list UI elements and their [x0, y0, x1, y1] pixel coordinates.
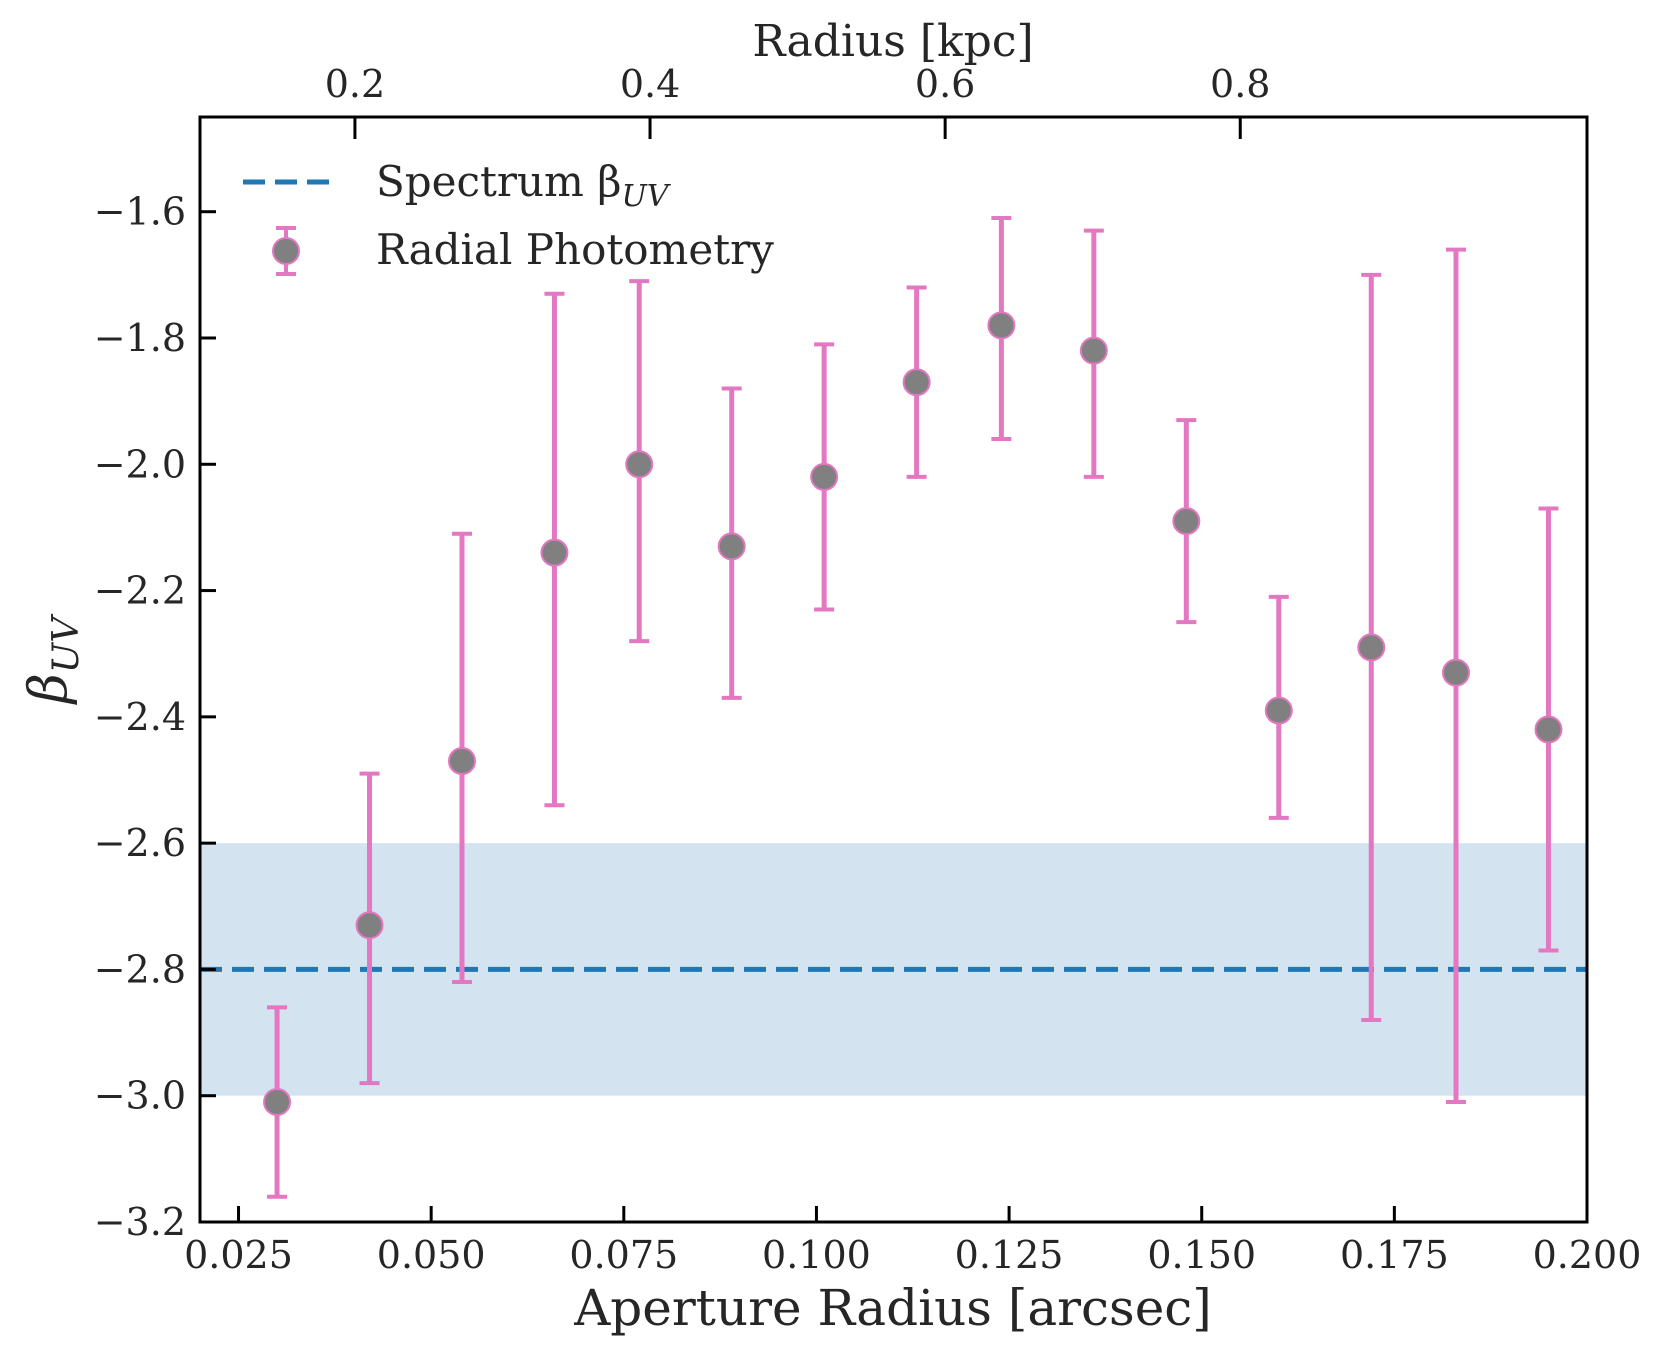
- x-tick-label: 0.200: [1533, 1233, 1642, 1277]
- top-x-tick-label: 0.8: [1210, 62, 1270, 106]
- x-tick-label: 0.175: [1340, 1233, 1449, 1277]
- top-x-ticks: 0.2 0.4 0.6 0.8: [325, 62, 1270, 139]
- x-tick-label: 0.125: [955, 1233, 1064, 1277]
- x-tick-label: 0.100: [762, 1233, 871, 1277]
- data-point: [1357, 633, 1386, 662]
- data-point: [263, 1088, 292, 1117]
- bottom-x-ticks: 0.025 0.050 0.075 0.100 0.125 0.150 0.175 0.200: [184, 1206, 1641, 1277]
- x-tick-label: 0.150: [1147, 1233, 1256, 1277]
- y-tick-label: −1.8: [94, 316, 186, 360]
- x-tick-label: 0.075: [569, 1233, 678, 1277]
- plot-frame: [198, 115, 1589, 1224]
- data-point: [625, 450, 654, 479]
- data-point: [447, 747, 476, 776]
- legend-photometry-label: Radial Photometry: [376, 225, 774, 274]
- top-x-axis-title: Radius [kpc]: [752, 16, 1033, 67]
- top-x-tick-label: 0.6: [915, 62, 975, 106]
- legend-photometry-swatch: [272, 226, 300, 276]
- axes-frame: [198, 115, 1589, 1224]
- y-tick-label: −2.8: [94, 947, 186, 991]
- y-tick-label: −2.0: [94, 442, 186, 486]
- data-point: [355, 911, 384, 940]
- legend: Spectrum βUV Radial Photometry: [243, 157, 774, 276]
- top-x-tick-label: 0.4: [620, 62, 680, 106]
- x-tick-label: 0.025: [184, 1233, 293, 1277]
- top-x-tick-label: 0.2: [325, 62, 385, 106]
- y-tick-label: −1.6: [94, 190, 186, 234]
- y-tick-label: −2.6: [94, 821, 186, 865]
- x-tick-label: 0.050: [377, 1233, 486, 1277]
- legend-spectrum-label: Spectrum βUV: [376, 157, 672, 214]
- data-point: [1172, 507, 1201, 536]
- data-point: [1534, 715, 1563, 744]
- y-axis-title: βUV: [19, 613, 87, 705]
- data-point: [1079, 336, 1108, 365]
- y-tick-label: −3.2: [94, 1200, 186, 1244]
- data-points: [263, 311, 1563, 1117]
- y-tick-label: −3.0: [94, 1074, 186, 1118]
- data-point: [1442, 658, 1471, 687]
- data-point: [987, 311, 1016, 340]
- left-y-ticks: −3.2 −3.0 −2.8 −2.6 −2.4 −2.2 −2.0 −1.8 −1.6: [94, 190, 216, 1244]
- data-point: [540, 538, 569, 567]
- y-tick-label: −2.2: [94, 569, 186, 613]
- data-point: [717, 532, 746, 561]
- data-point: [902, 368, 931, 397]
- data-point: [810, 462, 839, 491]
- data-point: [1264, 696, 1293, 725]
- y-tick-label: −2.4: [94, 695, 186, 739]
- x-axis-title: Aperture Radius [arcsec]: [573, 1279, 1212, 1337]
